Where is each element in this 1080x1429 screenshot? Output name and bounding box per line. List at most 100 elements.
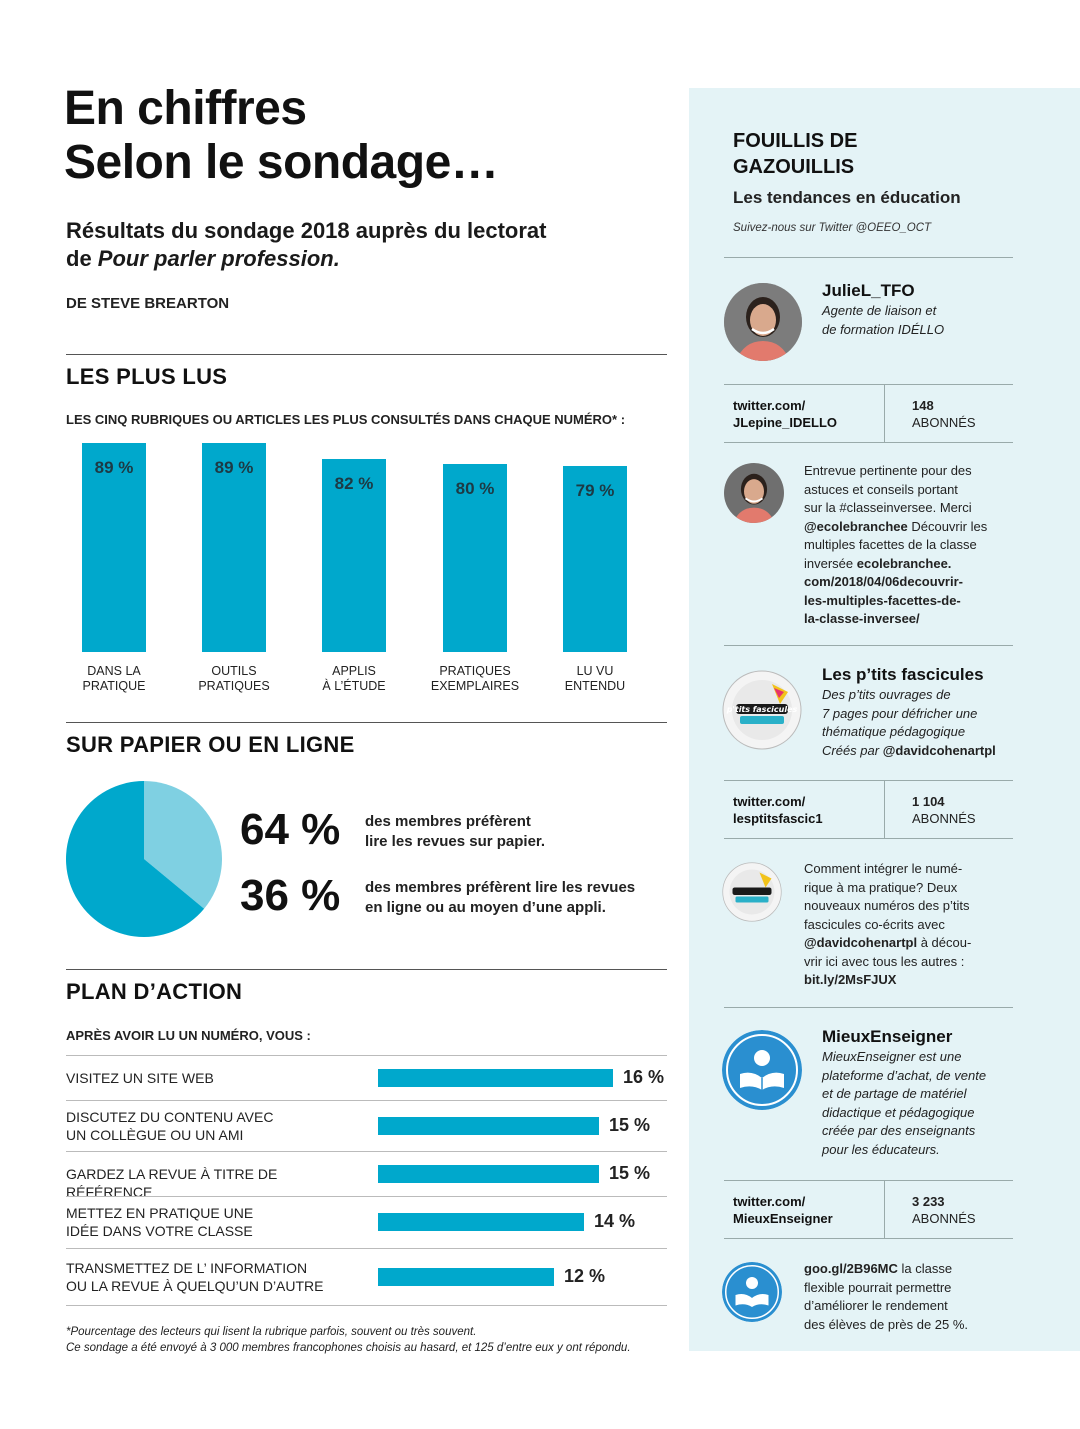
action-row-label: VISITEZ UN SITE WEB bbox=[66, 1069, 214, 1086]
mieuxenseigner-twitter-link[interactable]: twitter.com/ MieuxEnseigner bbox=[733, 1194, 833, 1226]
table-row-divider bbox=[66, 1196, 667, 1197]
most-read-category-label: DANS LA PRATIQUE bbox=[82, 664, 146, 693]
most-read-bar bbox=[202, 443, 266, 652]
tweet-url-link[interactable]: les-multiples-facettes-de- bbox=[804, 592, 961, 608]
divider bbox=[724, 442, 1013, 443]
fascicules-tweet-avatar[interactable] bbox=[722, 862, 782, 922]
table-row-divider bbox=[66, 1055, 667, 1056]
most-read-bar bbox=[443, 464, 507, 652]
most-read-bar-value: 80 % bbox=[455, 479, 495, 498]
most-read-bar-value: 89 % bbox=[94, 458, 134, 477]
action-bar-value: 15 % bbox=[609, 1162, 651, 1183]
action-row-label: GARDEZ LA REVUE À TITRE DE RÉFÉRENCE bbox=[66, 1165, 278, 1200]
divider bbox=[724, 384, 1013, 385]
tweet-url-link[interactable]: com/2018/04/06decouvrir- bbox=[804, 574, 963, 589]
julie-avatar[interactable] bbox=[724, 283, 802, 361]
divider bbox=[884, 1180, 885, 1238]
svg-text:p'tits fascicules: p'tits fascicules bbox=[726, 705, 798, 714]
most-read-title: LES PLUS LUS bbox=[66, 364, 228, 389]
action-bar-value: 15 % bbox=[609, 1114, 651, 1135]
page-title: En chiffres Selon le sondage… bbox=[64, 82, 499, 190]
person-photo-icon bbox=[724, 283, 802, 361]
paper-online-title: SUR PAPIER OU EN LIGNE bbox=[66, 732, 355, 757]
most-read-subtitle: LES CINQ RUBRIQUES OU ARTICLES LES PLUS … bbox=[66, 412, 626, 427]
julie-description: Agente de liaison et de formation IDÉLLO bbox=[822, 303, 945, 337]
online-percent: 36 % bbox=[240, 871, 341, 920]
sidebar-follow: Suivez-nous sur Twitter @OEEO_OCT bbox=[733, 222, 932, 234]
divider bbox=[724, 1180, 1013, 1181]
most-read-bar-value: 82 % bbox=[334, 474, 374, 493]
divider bbox=[66, 722, 667, 723]
mention-link[interactable]: @ecolebranchee bbox=[804, 518, 908, 534]
fascicules-twitter-link[interactable]: twitter.com/ lesptitsfascic1 bbox=[733, 794, 823, 826]
divider bbox=[724, 645, 1013, 646]
fascicules-logo-icon: p'tits fascicules bbox=[722, 670, 802, 750]
table-row-divider bbox=[66, 1305, 667, 1306]
tweet-url-link[interactable]: ecolebranchee. bbox=[856, 555, 952, 571]
paper-online-pie-chart bbox=[66, 781, 222, 937]
reader-book-icon bbox=[722, 1262, 782, 1322]
publication-name: Pour parler profession. bbox=[97, 246, 340, 271]
action-row-label: DISCUTEZ DU CONTENU AVEC UN COLLÈGUE OU U… bbox=[66, 1108, 274, 1143]
paper-percent: 64 % bbox=[240, 805, 341, 854]
mieuxenseigner-handle[interactable]: MieuxEnseigner bbox=[822, 1027, 953, 1046]
title-line-2: Selon le sondage… bbox=[64, 136, 499, 189]
divider bbox=[724, 838, 1013, 839]
pie-slice-paper bbox=[66, 781, 205, 937]
most-read-category-label: PRATIQUES EXEMPLAIRES bbox=[430, 664, 520, 693]
subtitle-line-1: Résultats du sondage 2018 auprès du lect… bbox=[66, 218, 547, 243]
most-read-bar-value: 79 % bbox=[575, 481, 615, 500]
most-read-category-label: APPLIS À L’ÉTUDE bbox=[322, 664, 386, 693]
action-bar-value: 14 % bbox=[594, 1211, 636, 1231]
table-row-divider bbox=[66, 1151, 667, 1152]
action-row-label: METTEZ EN PRATIQUE UNE IDÉE DANS VOTRE CL… bbox=[66, 1205, 254, 1239]
tweet-url-link[interactable]: la-classe-inversee/ bbox=[804, 611, 920, 626]
mieuxenseigner-avatar[interactable] bbox=[722, 1030, 802, 1110]
divider bbox=[724, 1007, 1013, 1008]
action-bar bbox=[378, 1116, 599, 1135]
divider bbox=[66, 969, 667, 970]
most-read-bar bbox=[322, 459, 386, 652]
julie-tweet-avatar[interactable] bbox=[724, 463, 784, 523]
mieuxenseigner-followers: 3 233 ABONNÉS bbox=[912, 1194, 976, 1226]
table-row-divider bbox=[66, 1100, 667, 1101]
paper-text: des membres préfèrent lire les revues su… bbox=[365, 813, 546, 850]
subtitle-line-2: de Pour parler profession. bbox=[66, 246, 340, 271]
table-row-divider bbox=[66, 1248, 667, 1249]
sidebar-subtitle: Les tendances en éducation bbox=[733, 188, 961, 207]
action-bar bbox=[378, 1213, 584, 1231]
footnote: *Pourcentage des lecteurs qui lisent la … bbox=[66, 1326, 631, 1354]
online-text: des membres préfèrent lire les revues en… bbox=[365, 879, 636, 916]
divider bbox=[66, 354, 667, 355]
action-bar bbox=[378, 1164, 599, 1183]
fascicules-logo-icon bbox=[722, 862, 782, 922]
most-read-bar-value: 89 % bbox=[214, 458, 254, 477]
fascicules-handle[interactable]: Les p’tits fascicules bbox=[822, 665, 984, 684]
julie-handle[interactable]: JulieL_TFO bbox=[822, 281, 915, 300]
most-read-bar bbox=[82, 443, 146, 652]
julie-twitter-link[interactable]: twitter.com/ JLepine_IDELLO bbox=[733, 398, 838, 430]
mention-link[interactable]: @davidcohenartpl bbox=[882, 742, 996, 758]
fascicules-description: Des p’tits ouvrages de 7 pages pour défr… bbox=[822, 687, 996, 758]
most-read-category-label: LU VU ENTENDU bbox=[564, 664, 626, 693]
action-bar bbox=[378, 1267, 554, 1286]
fascicules-avatar[interactable]: p'tits fascicules bbox=[722, 670, 802, 750]
most-read-category-label: OUTILS PRATIQUES bbox=[198, 664, 270, 693]
mieuxenseigner-description: MieuxEnseigner est une plateforme d’acha… bbox=[822, 1049, 987, 1157]
action-row-label: TRANSMETTEZ DE L’ INFORMATION OU LA REVUE… bbox=[66, 1259, 324, 1294]
tweet-url-link[interactable]: bit.ly/2MsFJUX bbox=[804, 972, 897, 987]
mieuxenseigner-tweet-avatar[interactable] bbox=[722, 1262, 782, 1322]
julie-followers: 148 ABONNÉS bbox=[912, 398, 976, 430]
mention-link[interactable]: @davidcohenartpl bbox=[804, 935, 918, 950]
divider bbox=[884, 780, 885, 838]
pie-slice-online bbox=[144, 781, 222, 909]
tweet-url-link[interactable]: goo.gl/2B96MC bbox=[804, 1261, 898, 1276]
julie-tweet: Entrevue pertinente pour des astuces et … bbox=[804, 463, 988, 626]
action-plan-title: PLAN D’ACTION bbox=[66, 979, 243, 1004]
divider bbox=[724, 780, 1013, 781]
mieuxenseigner-tweet: goo.gl/2B96MC la classe flexible pourrai… bbox=[804, 1261, 969, 1332]
person-photo-icon bbox=[724, 463, 784, 523]
fascicules-followers: 1 104 ABONNÉS bbox=[912, 794, 976, 826]
divider bbox=[724, 1238, 1013, 1239]
reader-book-icon bbox=[722, 1030, 802, 1110]
